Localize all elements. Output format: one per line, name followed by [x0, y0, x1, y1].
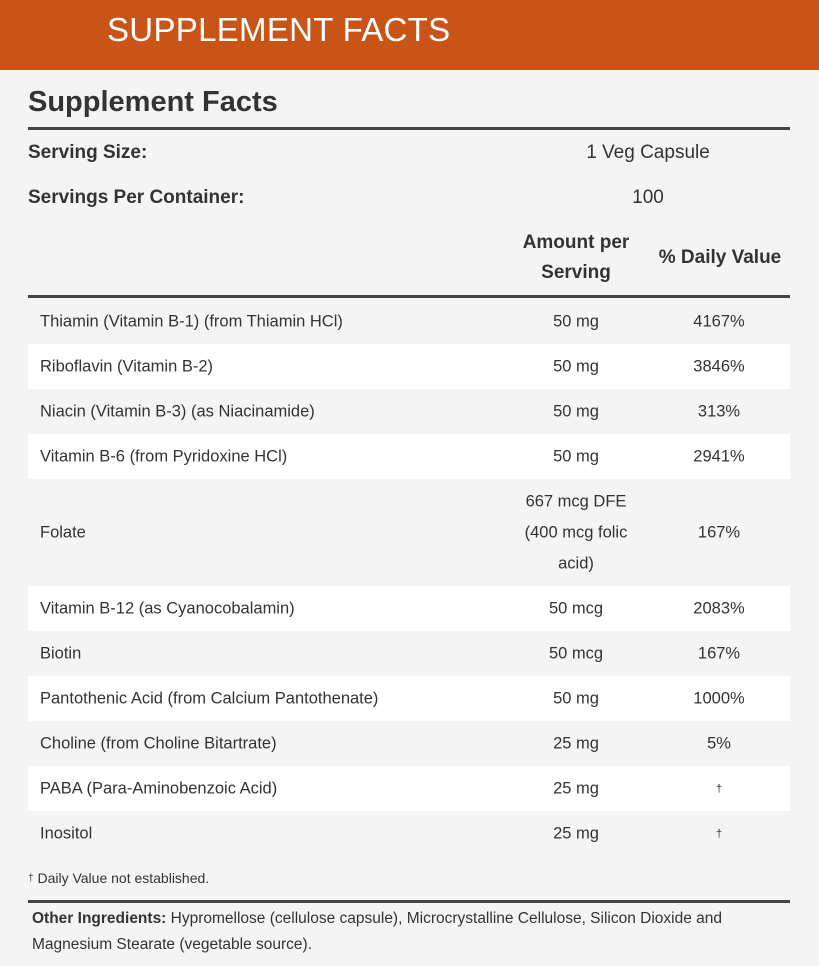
nutrient-name: PABA (Para-Aminobenzoic Acid) — [40, 779, 278, 797]
nutrient-name: Choline (from Choline Bitartrate) — [40, 734, 277, 752]
nutrient-name: Inositol — [40, 824, 93, 842]
header-divider — [28, 295, 790, 298]
nutrient-daily-value: 4167% — [693, 312, 745, 330]
nutrient-table: Thiamin (Vitamin B-1) (from Thiamin HCl)… — [28, 299, 790, 856]
nutrient-daily-value: 167% — [697, 644, 741, 662]
nutrient-amount: 50 mcg — [548, 644, 604, 662]
table-row: Vitamin B-12 (as Cyanocobalamin) 50 mcg … — [28, 586, 790, 631]
header-banner: SUPPLEMENT FACTS — [0, 0, 819, 70]
nutrient-daily-value: 3846% — [693, 357, 745, 375]
banner-title: SUPPLEMENT FACTS — [107, 11, 451, 48]
nutrient-daily-value: † — [715, 782, 723, 795]
title-divider — [28, 127, 790, 130]
table-row: Niacin (Vitamin B-3) (as Niacinamide) 50… — [28, 389, 790, 434]
nutrient-name: Riboflavin (Vitamin B-2) — [40, 357, 214, 375]
table-row: Folate 667 mcg DFE (400 mcg folic acid) … — [28, 479, 790, 586]
nutrient-amount: 667 mcg DFE (400 mcg folic acid) — [506, 486, 646, 579]
other-ingredients-label: Other Ingredients: — [32, 910, 167, 927]
daily-value-footnote: † Daily Value not established. — [28, 870, 209, 886]
table-row: Thiamin (Vitamin B-1) (from Thiamin HCl)… — [28, 299, 790, 344]
nutrient-daily-value: 2941% — [693, 447, 745, 465]
facts-title: Supplement Facts — [28, 86, 278, 118]
footnote-dagger: † — [28, 873, 34, 884]
table-row: Biotin 50 mcg 167% — [28, 631, 790, 676]
nutrient-amount: 25 mg — [553, 734, 599, 752]
table-row: Vitamin B-6 (from Pyridoxine HCl) 50 mg … — [28, 434, 790, 479]
column-header-amount-line1: Amount per — [522, 232, 630, 253]
nutrient-amount: 50 mg — [553, 689, 599, 707]
nutrient-amount-line: acid) — [558, 554, 594, 572]
nutrient-name: Thiamin (Vitamin B-1) (from Thiamin HCl) — [40, 312, 343, 330]
servings-per-container-label: Servings Per Container: — [28, 187, 245, 208]
nutrient-daily-value: 313% — [697, 402, 741, 420]
table-row: Riboflavin (Vitamin B-2) 50 mg 3846% — [28, 344, 790, 389]
footnote-divider — [28, 900, 790, 903]
nutrient-amount-line: 667 mcg DFE — [525, 492, 627, 510]
nutrient-amount: 25 mg — [553, 779, 599, 797]
table-row: Choline (from Choline Bitartrate) 25 mg … — [28, 721, 790, 766]
nutrient-daily-value: 167% — [697, 523, 741, 541]
nutrient-daily-value: 5% — [707, 734, 731, 752]
nutrient-amount: 25 mg — [553, 824, 599, 842]
nutrient-amount: 50 mg — [553, 312, 599, 330]
serving-size-label: Serving Size: — [28, 142, 148, 163]
nutrient-name: Biotin — [40, 644, 82, 662]
nutrient-name: Vitamin B-12 (as Cyanocobalamin) — [40, 599, 295, 617]
nutrient-daily-value: 2083% — [693, 599, 745, 617]
nutrient-daily-value: 1000% — [693, 689, 745, 707]
serving-size-row: Serving Size: 1 Veg Capsule — [28, 142, 790, 172]
column-header-daily-value: % Daily Value — [658, 247, 782, 268]
nutrient-amount: 50 mg — [553, 357, 599, 375]
footnote-text: Daily Value not established. — [33, 870, 210, 886]
table-row: Inositol 25 mg † — [28, 811, 790, 856]
nutrient-name: Niacin (Vitamin B-3) (as Niacinamide) — [40, 402, 315, 420]
nutrient-name: Vitamin B-6 (from Pyridoxine HCl) — [40, 447, 288, 465]
column-header-amount: Amount per Serving — [506, 228, 646, 288]
servings-per-container-row: Servings Per Container: 100 — [28, 187, 790, 217]
serving-size-value: 1 Veg Capsule — [586, 142, 710, 163]
nutrient-amount: 50 mg — [553, 447, 599, 465]
other-ingredients-text: Hypromellose (cellulose capsule), Microc… — [32, 910, 723, 953]
nutrient-amount: 50 mg — [553, 402, 599, 420]
nutrient-amount: 50 mcg — [548, 599, 604, 617]
servings-per-container-value: 100 — [632, 187, 664, 208]
other-ingredients: Other Ingredients: Hypromellose (cellulo… — [32, 906, 790, 958]
column-header-amount-line2: Serving — [541, 262, 611, 283]
nutrient-name: Folate — [40, 523, 86, 541]
nutrient-amount-line: (400 mcg folic — [524, 523, 628, 541]
table-row: PABA (Para-Aminobenzoic Acid) 25 mg † — [28, 766, 790, 811]
nutrient-daily-value: † — [715, 827, 723, 840]
nutrient-name: Pantothenic Acid (from Calcium Pantothen… — [40, 689, 379, 707]
table-row: Pantothenic Acid (from Calcium Pantothen… — [28, 676, 790, 721]
